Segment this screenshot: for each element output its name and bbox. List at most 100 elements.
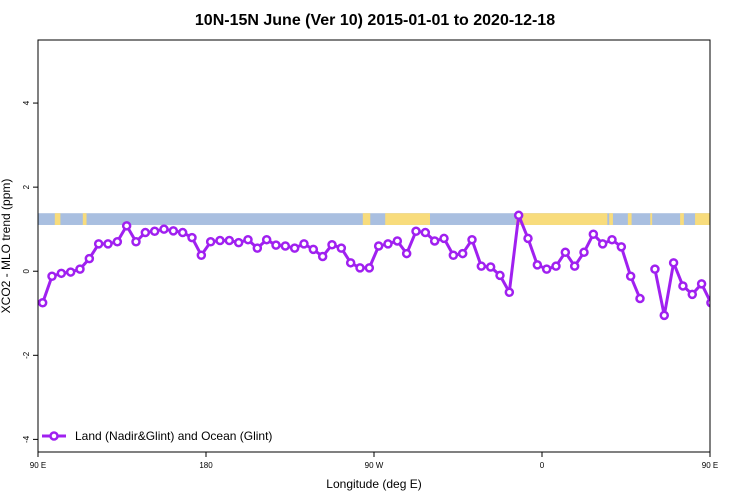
data-point — [345, 258, 356, 268]
data-point — [355, 263, 365, 273]
data-point — [448, 250, 459, 260]
data-point — [513, 210, 524, 221]
land-ocean-strip — [38, 213, 710, 225]
data-point — [735, 269, 742, 276]
data-point — [308, 244, 319, 255]
land-patch — [680, 213, 684, 225]
data-point — [84, 253, 95, 264]
y-axis: -4 -2 0 2 4 — [22, 100, 38, 443]
y-tick-label: 4 — [22, 100, 31, 105]
data-point — [467, 234, 477, 245]
data-point — [687, 289, 698, 300]
y-tick-label: 0 — [22, 268, 31, 273]
data-point — [289, 243, 300, 253]
data-point — [569, 261, 580, 271]
series-line — [41, 213, 642, 304]
data-point — [38, 298, 48, 308]
data-point — [476, 261, 487, 271]
data-point — [607, 234, 617, 245]
data-point — [495, 270, 505, 281]
data-point — [560, 247, 571, 258]
data-point — [252, 243, 263, 253]
data-point — [588, 229, 599, 239]
y-axis-label: XCO2 - MLO trend (ppm) — [0, 179, 13, 314]
data-point — [299, 239, 309, 249]
data-point — [668, 258, 679, 268]
data-point — [131, 237, 141, 247]
data-point — [205, 237, 216, 247]
data-point — [280, 241, 291, 251]
data-point — [678, 281, 688, 291]
x-tick-label: 180 — [199, 461, 213, 470]
data-point — [532, 260, 543, 270]
data-point — [457, 248, 468, 259]
data-point — [233, 237, 244, 248]
series-line — [653, 261, 710, 317]
data-point — [75, 264, 85, 274]
data-point — [485, 262, 496, 272]
series-layer — [38, 210, 750, 321]
data-point — [392, 236, 403, 246]
data-point — [401, 248, 412, 259]
data-point — [717, 274, 724, 281]
data-point — [439, 233, 449, 244]
land-patch — [627, 213, 632, 225]
data-point — [420, 227, 431, 238]
ocean-band — [38, 213, 710, 225]
x-tick-label: 90 E — [702, 461, 718, 470]
y-tick-label: 2 — [22, 184, 31, 189]
data-point — [541, 264, 552, 274]
data-point — [168, 226, 179, 236]
data-point — [177, 227, 188, 238]
data-point — [261, 234, 272, 245]
x-tick-label: 90 E — [30, 461, 46, 470]
x-tick-label: 0 — [540, 461, 545, 470]
land-patch — [54, 213, 61, 225]
data-point — [327, 239, 337, 250]
data-point — [336, 243, 347, 253]
x-axis: 90 E 180 90 W 0 90 E — [30, 452, 718, 470]
legend-marker — [49, 431, 59, 441]
data-point — [650, 264, 660, 274]
land-patch — [515, 213, 608, 225]
data-point — [215, 235, 225, 246]
data-point — [56, 268, 67, 279]
land-patch — [695, 213, 710, 225]
data-point — [411, 226, 421, 237]
data-point — [551, 261, 561, 271]
data-point — [121, 221, 132, 231]
y-tick-label: -4 — [22, 435, 31, 443]
data-point — [625, 271, 636, 282]
data-point — [271, 240, 281, 250]
data-point — [745, 266, 750, 273]
land-patch — [609, 213, 613, 225]
data-point — [696, 279, 707, 289]
data-point — [103, 239, 113, 249]
data-point — [383, 239, 393, 249]
data-point — [224, 235, 235, 246]
data-point — [140, 227, 151, 238]
x-tick-label: 90 W — [365, 461, 384, 470]
data-point — [317, 251, 328, 262]
y-tick-label: -2 — [22, 351, 31, 359]
data-point — [635, 293, 645, 304]
data-point — [93, 239, 104, 249]
data-point — [373, 241, 384, 251]
legend-label: Land (Nadir&Glint) and Ocean (Glint) — [75, 429, 272, 443]
data-point — [726, 270, 733, 277]
land-patch — [650, 213, 653, 225]
data-point — [364, 263, 375, 273]
data-point — [149, 226, 160, 237]
data-point — [597, 239, 608, 249]
land-patch — [362, 213, 371, 225]
data-point — [429, 236, 440, 246]
data-point — [243, 234, 253, 245]
x-axis-label: Longitude (deg E) — [326, 477, 421, 491]
data-point — [112, 237, 123, 247]
data-point — [504, 287, 515, 297]
land-patch — [385, 213, 430, 225]
land-patch — [82, 213, 87, 225]
data-point — [47, 271, 57, 282]
data-point — [159, 224, 169, 234]
